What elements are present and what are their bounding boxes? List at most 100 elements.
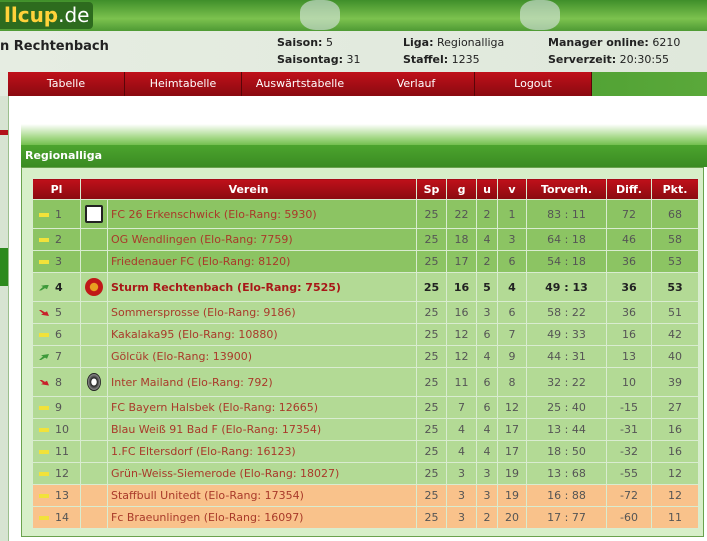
col-g[interactable]: g	[446, 178, 477, 200]
crest-cell	[80, 272, 108, 302]
col-diff[interactable]: Diff.	[606, 178, 652, 200]
site-logo[interactable]: llcup.de	[0, 2, 94, 29]
club-link[interactable]: OG Wendlingen (Elo-Rang: 7759)	[107, 228, 417, 251]
sp-cell: 25	[416, 199, 447, 229]
pkt-cell: 42	[651, 323, 699, 346]
sp-cell: 25	[416, 250, 447, 273]
crest-cell	[80, 506, 108, 529]
g-cell: 7	[446, 396, 477, 419]
diff-cell: 36	[606, 301, 652, 324]
v-cell: 7	[497, 323, 527, 346]
trend-same-icon	[39, 450, 49, 454]
sidebar-active-item[interactable]	[0, 248, 8, 286]
club-link[interactable]: Kakalaka95 (Elo-Rang: 10880)	[107, 323, 417, 346]
club-link[interactable]: Inter Mailand (Elo-Rang: 792)	[107, 367, 417, 397]
tab-tabelle[interactable]: Tabelle	[8, 72, 125, 96]
tab-heimtabelle[interactable]: Heimtabelle	[125, 72, 242, 96]
col-u[interactable]: u	[476, 178, 498, 200]
club-link[interactable]: Sturm Rechtenbach (Elo-Rang: 7525)	[107, 272, 417, 302]
pkt-cell: 27	[651, 396, 699, 419]
crest-cell	[80, 367, 108, 397]
diff-cell: 36	[606, 272, 652, 302]
position: 14	[55, 511, 69, 524]
col-pl[interactable]: Pl	[32, 178, 81, 200]
tab-auswaertstabelle[interactable]: Auswärtstabelle	[242, 72, 359, 96]
club-link[interactable]: Gölcük (Elo-Rang: 13900)	[107, 345, 417, 368]
grass-decoration	[21, 124, 707, 146]
sp-cell: 25	[416, 462, 447, 485]
position: 12	[55, 467, 69, 480]
erkenschwick-logo-icon	[85, 205, 103, 223]
torverh-cell: 49 : 33	[526, 323, 607, 346]
pkt-cell: 40	[651, 345, 699, 368]
sp-cell: 25	[416, 506, 447, 529]
v-cell: 9	[497, 345, 527, 368]
torverh-cell: 25 : 40	[526, 396, 607, 419]
g-cell: 22	[446, 199, 477, 229]
torverh-cell: 17 : 77	[526, 506, 607, 529]
torverh-cell: 32 : 22	[526, 367, 607, 397]
col-v[interactable]: v	[497, 178, 527, 200]
club-link[interactable]: Friedenauer FC (Elo-Rang: 8120)	[107, 250, 417, 273]
crest-cell	[80, 396, 108, 419]
crest-cell	[80, 484, 108, 507]
pkt-cell: 68	[651, 199, 699, 229]
torverh-cell: 16 : 88	[526, 484, 607, 507]
pkt-cell: 58	[651, 228, 699, 251]
crest-cell	[80, 418, 108, 441]
diff-cell: 46	[606, 228, 652, 251]
sp-cell: 25	[416, 323, 447, 346]
col-torverh[interactable]: Torverh.	[526, 178, 607, 200]
sp-cell: 25	[416, 440, 447, 463]
crest-cell	[80, 462, 108, 485]
col-verein[interactable]: Verein	[80, 178, 417, 200]
diff-cell: 16	[606, 323, 652, 346]
table-row: 3 Friedenauer FC (Elo-Rang: 8120) 25 17 …	[32, 250, 699, 273]
club-link[interactable]: FC Bayern Halsbek (Elo-Rang: 12665)	[107, 396, 417, 419]
trend-same-icon	[39, 406, 49, 410]
tab-logout[interactable]: Logout	[475, 72, 592, 96]
sp-cell: 25	[416, 345, 447, 368]
club-link[interactable]: Blau Weiß 91 Bad F (Elo-Rang: 17354)	[107, 418, 417, 441]
position-cell: 10	[32, 418, 81, 441]
club-link[interactable]: 1.FC Eltersdorf (Elo-Rang: 16123)	[107, 440, 417, 463]
g-cell: 3	[446, 462, 477, 485]
league-table: Pl Verein Sp g u v Torverh. Diff. Pkt. 1…	[32, 178, 699, 529]
torverh-cell: 18 : 50	[526, 440, 607, 463]
sturm-logo-icon	[85, 278, 103, 296]
section-title: Regionalliga	[21, 145, 707, 167]
g-cell: 12	[446, 345, 477, 368]
g-cell: 12	[446, 323, 477, 346]
club-link[interactable]: Sommersprosse (Elo-Rang: 9186)	[107, 301, 417, 324]
g-cell: 11	[446, 367, 477, 397]
club-link[interactable]: Staffbull Unitedt (Elo-Rang: 17354)	[107, 484, 417, 507]
crest-cell	[80, 345, 108, 368]
crest-cell	[80, 323, 108, 346]
position: 9	[55, 401, 62, 414]
torverh-cell: 13 : 44	[526, 418, 607, 441]
u-cell: 3	[476, 484, 498, 507]
trend-same-icon	[39, 333, 49, 337]
g-cell: 3	[446, 484, 477, 507]
position-cell: 11	[32, 440, 81, 463]
sidebar	[0, 96, 8, 541]
diff-cell: -60	[606, 506, 652, 529]
diff-cell: -32	[606, 440, 652, 463]
club-link[interactable]: Fc Braeunlingen (Elo-Rang: 16097)	[107, 506, 417, 529]
u-cell: 3	[476, 301, 498, 324]
sp-cell: 25	[416, 418, 447, 441]
table-row: 6 Kakalaka95 (Elo-Rang: 10880) 25 12 6 7…	[32, 323, 699, 346]
col-pkt[interactable]: Pkt.	[651, 178, 699, 200]
u-cell: 2	[476, 199, 498, 229]
position: 8	[55, 375, 62, 389]
trend-same-icon	[39, 516, 49, 520]
club-link[interactable]: FC 26 Erkenschwick (Elo-Rang: 5930)	[107, 199, 417, 229]
col-sp[interactable]: Sp	[416, 178, 447, 200]
position-cell: 3	[32, 250, 81, 273]
club-link[interactable]: Grün-Weiss-Siemerode (Elo-Rang: 18027)	[107, 462, 417, 485]
sp-cell: 25	[416, 396, 447, 419]
tab-verlauf[interactable]: Verlauf	[358, 72, 475, 96]
table-row: 14 Fc Braeunlingen (Elo-Rang: 16097) 25 …	[32, 506, 699, 529]
table-header: Pl Verein Sp g u v Torverh. Diff. Pkt.	[32, 178, 699, 200]
u-cell: 3	[476, 462, 498, 485]
